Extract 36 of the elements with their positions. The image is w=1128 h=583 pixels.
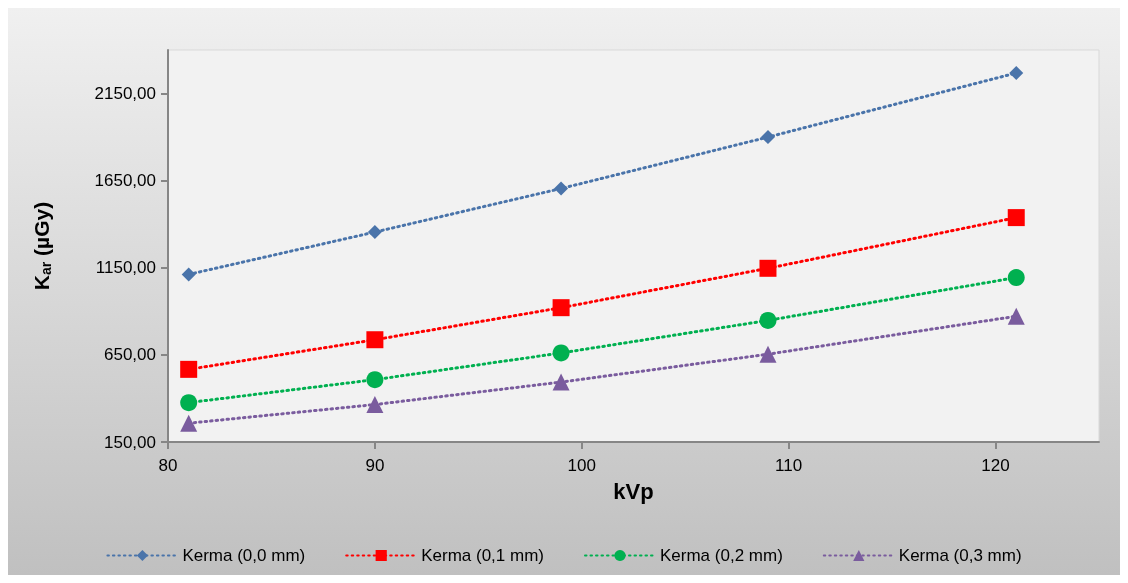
point: [759, 259, 777, 277]
x-tick-label: 120: [981, 456, 1010, 475]
point: [181, 267, 196, 282]
x-tick-label: 110: [775, 456, 803, 475]
y-tick-label: 1650,00: [94, 171, 156, 191]
point: [554, 181, 569, 196]
x-tick-label: 80: [158, 456, 178, 475]
y-tick-label: 150,00: [104, 432, 156, 452]
point: [180, 414, 198, 432]
point: [366, 396, 384, 414]
point: [367, 225, 382, 240]
point: [1007, 269, 1025, 287]
point: [366, 371, 384, 389]
x-axis-title: kVp: [613, 478, 654, 504]
legend-label: Kerma (0,2 mm): [660, 546, 783, 565]
point: [1007, 307, 1025, 325]
point: [759, 345, 777, 363]
point: [366, 331, 384, 349]
y-axis-title: Kar (µGy): [29, 201, 54, 291]
point: [1007, 209, 1025, 227]
point: [180, 360, 198, 378]
point: [1009, 66, 1024, 80]
legend-label: Kerma (0,1 mm): [421, 546, 544, 565]
point: [180, 394, 198, 412]
y-tick-label: 1150,00: [95, 258, 156, 278]
legend-label: Kerma (0,3 mm): [898, 546, 1022, 565]
point: [760, 130, 775, 145]
point: [759, 311, 777, 329]
x-tick-label: 90: [365, 456, 385, 475]
x-tick-label: 100: [567, 456, 596, 475]
point: [552, 344, 570, 362]
point: [552, 299, 570, 317]
point: [552, 373, 570, 391]
y-tick-label: 650,00: [104, 345, 156, 365]
y-tick-label: 2150,00: [94, 84, 156, 104]
legend-label: Kerma (0,0 mm): [182, 546, 306, 565]
